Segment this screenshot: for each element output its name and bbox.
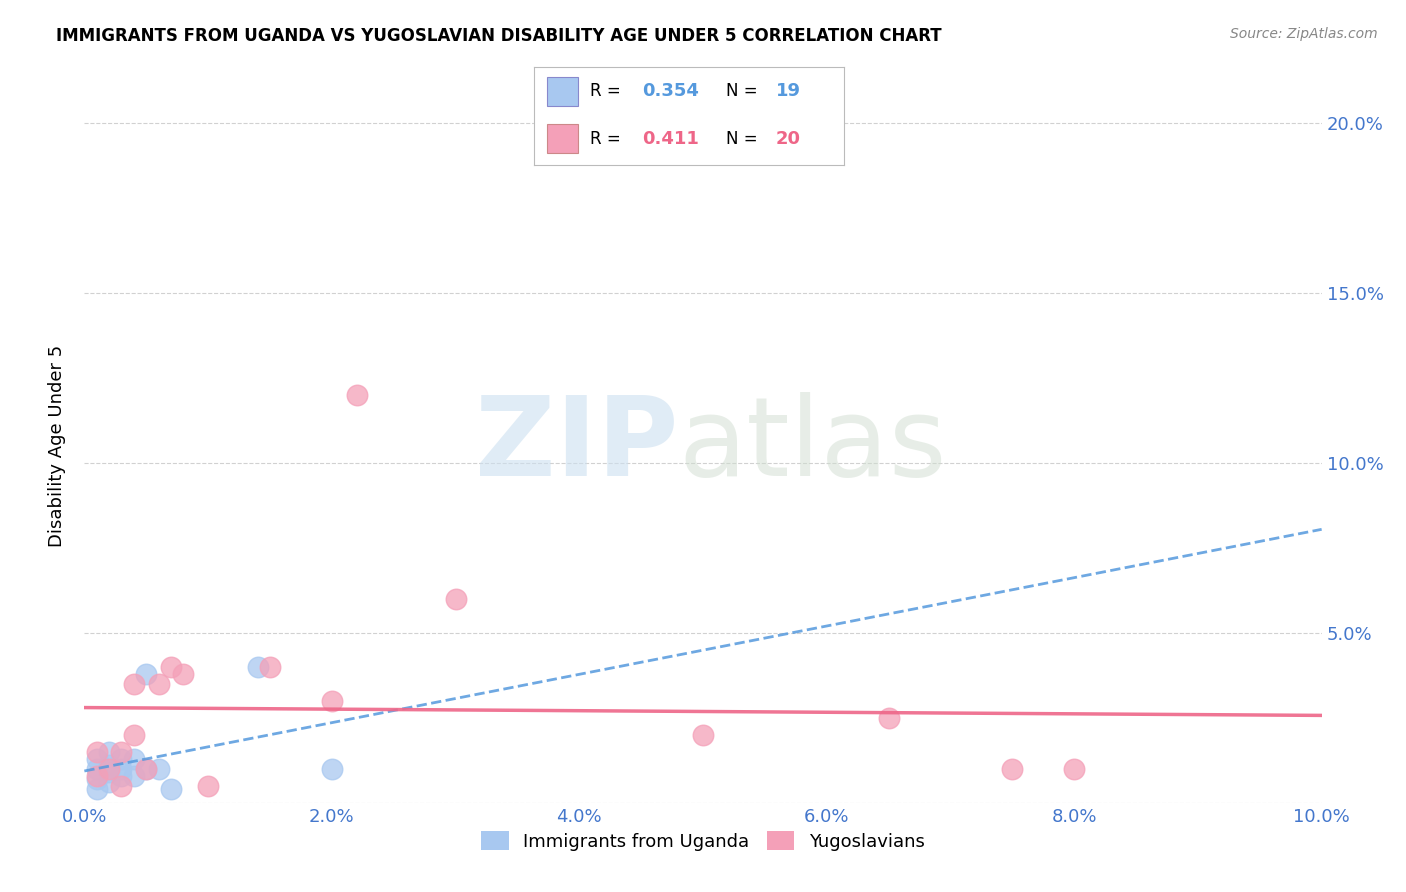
Text: 0.354: 0.354 (643, 82, 699, 101)
Point (259, 660, 281, 674)
Point (86, 769, 108, 783)
Point (1063, 762, 1085, 776)
Point (98, 775, 121, 789)
Point (98, 758, 121, 772)
Point (148, 677, 170, 691)
Point (98, 762, 121, 776)
Point (86, 762, 108, 776)
Text: R =: R = (591, 129, 620, 147)
Text: R =: R = (591, 82, 620, 101)
Point (877, 711, 900, 725)
Text: ZIP: ZIP (475, 392, 678, 500)
Point (110, 745, 132, 759)
Point (1001, 762, 1024, 776)
Point (110, 762, 132, 776)
Point (86, 751, 108, 765)
Point (172, 666, 194, 681)
Legend: Immigrants from Uganda, Yugoslavians: Immigrants from Uganda, Yugoslavians (474, 824, 932, 858)
Text: atlas: atlas (678, 392, 946, 500)
Point (122, 769, 145, 783)
Point (98, 765, 121, 780)
Text: 0.411: 0.411 (643, 129, 699, 147)
Point (346, 388, 368, 402)
Point (122, 728, 145, 742)
Point (692, 728, 714, 742)
Point (135, 666, 157, 681)
Point (110, 779, 132, 793)
Text: IMMIGRANTS FROM UGANDA VS YUGOSLAVIAN DISABILITY AGE UNDER 5 CORRELATION CHART: IMMIGRANTS FROM UGANDA VS YUGOSLAVIAN DI… (56, 27, 942, 45)
Text: 20: 20 (776, 129, 800, 147)
Point (160, 660, 183, 674)
Point (321, 694, 343, 708)
Point (135, 762, 157, 776)
Y-axis label: Disability Age Under 5: Disability Age Under 5 (48, 345, 66, 547)
Point (321, 762, 343, 776)
Point (122, 677, 145, 691)
Bar (547, 77, 578, 106)
Point (148, 762, 170, 776)
Text: N =: N = (725, 129, 758, 147)
Point (86, 782, 108, 797)
Point (122, 751, 145, 765)
Text: Source: ZipAtlas.com: Source: ZipAtlas.com (1230, 27, 1378, 41)
Point (98, 745, 121, 759)
Point (160, 782, 183, 797)
Point (110, 769, 132, 783)
Point (197, 779, 219, 793)
Point (246, 660, 269, 674)
Point (110, 751, 132, 765)
Text: N =: N = (725, 82, 758, 101)
Text: 19: 19 (776, 82, 800, 101)
Point (444, 591, 467, 606)
Point (135, 762, 157, 776)
Point (86, 745, 108, 759)
Bar (547, 124, 578, 153)
Point (86, 772, 108, 786)
